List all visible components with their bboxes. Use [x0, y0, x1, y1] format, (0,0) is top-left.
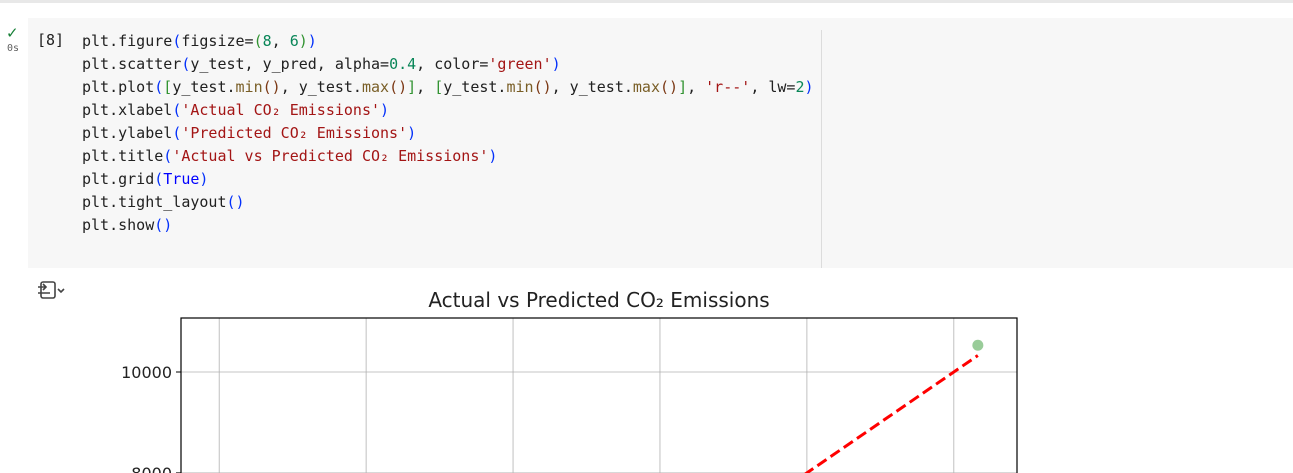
code-line: plt.plot([y_test.min(), y_test.max()], […	[82, 77, 814, 100]
code-token: , color=	[416, 55, 489, 73]
code-token: [	[163, 78, 173, 96]
y-tick-label: 8000	[131, 464, 172, 473]
code-token: )	[380, 101, 390, 119]
code-token: )	[551, 55, 561, 73]
code-line: plt.grid(True)	[82, 169, 814, 192]
code-token: 0.4	[389, 55, 417, 73]
plot-frame	[180, 317, 1018, 473]
code-token: plt.scatter	[82, 55, 182, 73]
code-token: [	[434, 78, 444, 96]
code-token: ()	[533, 78, 552, 96]
code-token: plt.title	[82, 147, 164, 165]
code-token: ()	[262, 78, 281, 96]
code-token: (	[163, 147, 173, 165]
fit-line	[804, 354, 979, 473]
run-ok-icon: ✓	[6, 24, 19, 42]
code-token: (	[172, 101, 182, 119]
code-token: , y_test.	[280, 78, 362, 96]
plot: 8000 10000	[121, 317, 1018, 473]
code-token: 'Actual vs Predicted CO₂ Emissions'	[172, 147, 489, 165]
ruler	[821, 30, 822, 268]
code-line: plt.xlabel('Actual CO₂ Emissions')	[82, 100, 814, 123]
code-token: ]	[678, 78, 688, 96]
code-token: min	[235, 78, 263, 96]
code-token: plt.xlabel	[82, 101, 173, 119]
code-token: ()	[226, 193, 245, 211]
code-token: 8	[262, 32, 272, 50]
code-token: figsize=	[181, 32, 254, 50]
code-token: plt.ylabel	[82, 124, 173, 142]
chart-title: Actual vs Predicted CO₂ Emissions	[428, 288, 769, 312]
code[interactable]: plt.figure(figsize=(8, 6)) plt.scatter(y_…	[82, 31, 814, 238]
code-token: True	[163, 170, 200, 188]
code-token: max	[361, 78, 390, 96]
code-token: (	[181, 55, 191, 73]
output-icon[interactable]	[38, 281, 65, 299]
code-token: ()	[389, 78, 408, 96]
y-tick-label: 10000	[121, 363, 172, 382]
code-line: plt.ylabel('Predicted CO₂ Emissions')	[82, 123, 814, 146]
code-token: 'green'	[488, 55, 552, 73]
divider	[0, 0, 1293, 3]
code-token: (	[253, 32, 263, 50]
code-token: ]	[407, 78, 417, 96]
code-token: , y_test.	[551, 78, 633, 96]
code-line: plt.tight_layout()	[82, 192, 814, 215]
code-token: y_test.	[443, 78, 507, 96]
code-token: plt.tight_layout	[82, 193, 227, 211]
code-token: y_test.	[172, 78, 236, 96]
code-token: (	[172, 124, 182, 142]
code-token: max	[632, 78, 660, 96]
code-token: )	[407, 124, 417, 142]
code-line: plt.show()	[82, 215, 814, 238]
code-token: min	[506, 78, 534, 96]
code-token: plt.plot	[82, 78, 155, 96]
code-token: ()	[660, 78, 679, 96]
code-token: plt.show	[82, 216, 155, 234]
code-token: 'Actual CO₂ Emissions'	[181, 101, 381, 119]
point	[972, 339, 984, 351]
code-token: ()	[154, 216, 173, 234]
code-token: ,	[271, 32, 290, 50]
code-token: plt.grid	[82, 170, 155, 188]
code-token: y_test, y_pred, alpha=	[190, 55, 390, 73]
execution-count[interactable]: [8]	[37, 31, 65, 49]
code-token: (	[154, 78, 164, 96]
code-token: , lw=	[750, 78, 796, 96]
code-token: )	[804, 78, 814, 96]
code-token: )	[199, 170, 209, 188]
code-token: ,	[416, 78, 435, 96]
run-time: 0s	[7, 43, 20, 54]
code-token: )	[298, 32, 308, 50]
code-line: plt.scatter(y_test, y_pred, alpha=0.4, c…	[82, 54, 814, 77]
code-line: plt.title('Actual vs Predicted CO₂ Emiss…	[82, 146, 814, 169]
code-token: )	[307, 32, 317, 50]
code-token: )	[488, 147, 498, 165]
code-token: 6	[289, 32, 299, 50]
code-line: plt.figure(figsize=(8, 6))	[82, 31, 814, 54]
code-token: ,	[687, 78, 706, 96]
code-token: plt.figure	[82, 32, 173, 50]
code-token: (	[172, 32, 182, 50]
code-token: 'Predicted CO₂ Emissions'	[181, 124, 408, 142]
code-token: 'r--'	[705, 78, 751, 96]
code-cell[interactable]	[28, 18, 1293, 268]
code-token: (	[154, 170, 164, 188]
code-token: 2	[795, 78, 805, 96]
